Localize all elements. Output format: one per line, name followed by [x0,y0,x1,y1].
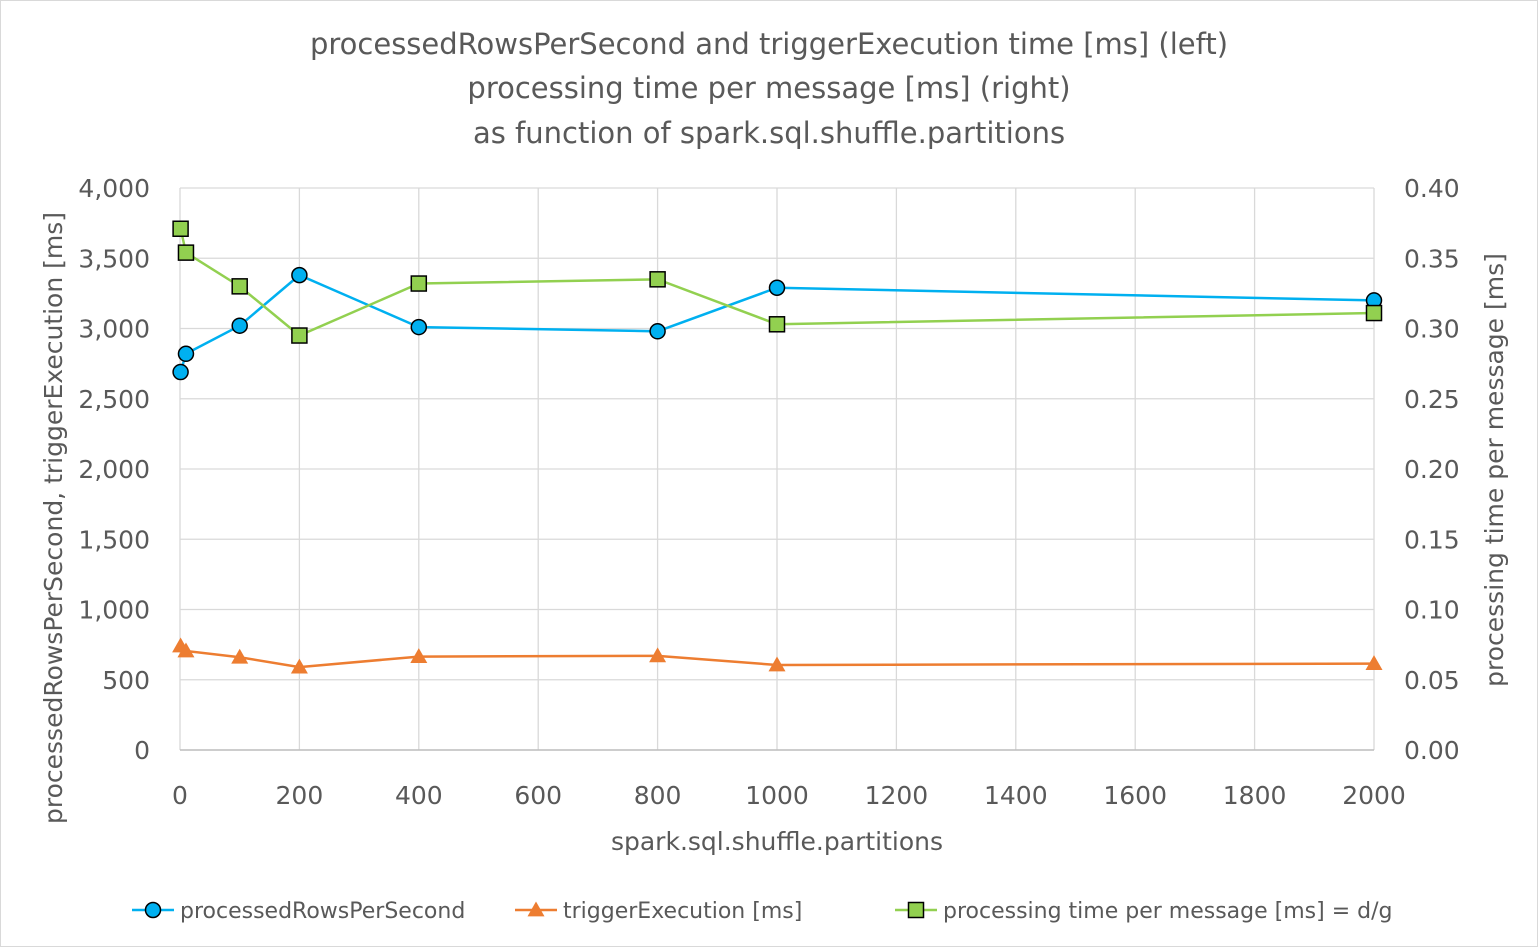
data-point-square [291,327,308,344]
y-left-tick-label: 2,500 [78,385,150,414]
data-point-triangle [290,658,308,674]
y-right-tick-label: 0.05 [1404,666,1460,695]
y-left-tick-label: 3,500 [78,244,150,273]
data-point-square [177,244,195,261]
x-tick-label: 1800 [1223,781,1287,810]
data-point-circle [172,363,189,381]
x-tick-label: 1600 [1103,781,1167,810]
legend-label: triggerExecution [ms] [563,899,802,924]
y-right-tick-label: 0.40 [1404,174,1460,203]
chart-title-line-2: processing time per message [ms] (right) [467,71,1070,105]
legend-item-1: processedRowsPerSecond [132,899,465,924]
data-point-triangle [768,656,786,672]
series-2 [172,637,1383,674]
legend-marker-triangle [527,901,545,917]
x-tick-label: 800 [634,781,682,810]
data-point-circle [768,279,786,297]
x-tick-label: 1000 [745,781,809,810]
data-point-triangle [649,647,667,663]
chart-title-line-3: as function of spark.sql.shuffle.partiti… [473,116,1065,150]
data-point-circle [410,318,428,336]
data-point-square [1365,304,1383,322]
data-point-square [231,278,248,295]
y-right-tick-label: 0.30 [1404,315,1460,344]
data-point-square [410,275,428,292]
x-tick-label: 200 [276,781,324,810]
legend-marker-circle [144,901,162,919]
y-right-tick-label: 0.00 [1404,736,1460,765]
y-left-tick-label: 1,500 [78,525,150,554]
x-tick-label: 1200 [865,781,929,810]
data-point-circle [649,323,666,340]
y-left-tick-label: 500 [102,666,150,695]
data-point-circle [231,317,248,334]
legend-marker-square [907,901,925,919]
series-line-2 [179,645,1375,669]
x-tick-label: 1400 [984,781,1048,810]
chart-title-line-1: processedRowsPerSecond and triggerExecut… [310,27,1228,61]
data-point-circle [291,266,308,284]
legend-item-3: processing time per message [ms] = d/g [895,899,1392,924]
legend: processedRowsPerSecond triggerExecution [… [132,899,1392,924]
x-axis-title: spark.sql.shuffle.partitions [611,827,943,856]
y-left-tick-label: 0 [134,736,150,765]
data-point-triangle [231,648,249,664]
x-tick-label: 0 [172,781,188,810]
series-1 [172,266,1383,381]
x-tick-label: 400 [395,781,443,810]
legend-label: processing time per message [ms] = d/g [943,899,1392,924]
y-left-tick-label: 2,000 [78,455,150,484]
data-point-triangle [1365,655,1383,670]
data-point-square [649,271,666,288]
x-tick-label: 2000 [1342,781,1406,810]
x-tick-label: 600 [514,781,562,810]
legend-label: processedRowsPerSecond [180,899,465,924]
y-right-tick-label: 0.35 [1404,244,1460,273]
series-3 [172,220,1383,344]
series-group [172,220,1383,674]
data-point-square [768,316,786,333]
series-line-3 [179,228,1375,337]
y-right-tick-label: 0.10 [1404,596,1460,625]
y-right-tick-label: 0.25 [1404,385,1460,414]
y-left-tick-label: 1,000 [78,596,150,625]
data-point-circle [177,345,195,363]
y-right-tick-label: 0.15 [1404,525,1460,554]
y-axis-left-title: processedRowsPerSecond, triggerExecution… [39,212,68,824]
y-axis-right-title: processing time per message [ms] [1480,253,1509,687]
y-left-tick-label: 3,000 [78,315,150,344]
legend-item-2: triggerExecution [ms] [515,899,802,924]
y-right-tick-label: 0.20 [1404,455,1460,484]
series-line-1 [179,273,1375,373]
y-left-tick-label: 4,000 [78,174,150,203]
data-point-triangle [410,648,428,663]
data-point-square [172,220,189,237]
axes: 0 500 1,000 1,500 2,000 2,500 3,000 3,500 4,000 0… [78,174,1459,810]
data-point-triangle [177,642,195,658]
